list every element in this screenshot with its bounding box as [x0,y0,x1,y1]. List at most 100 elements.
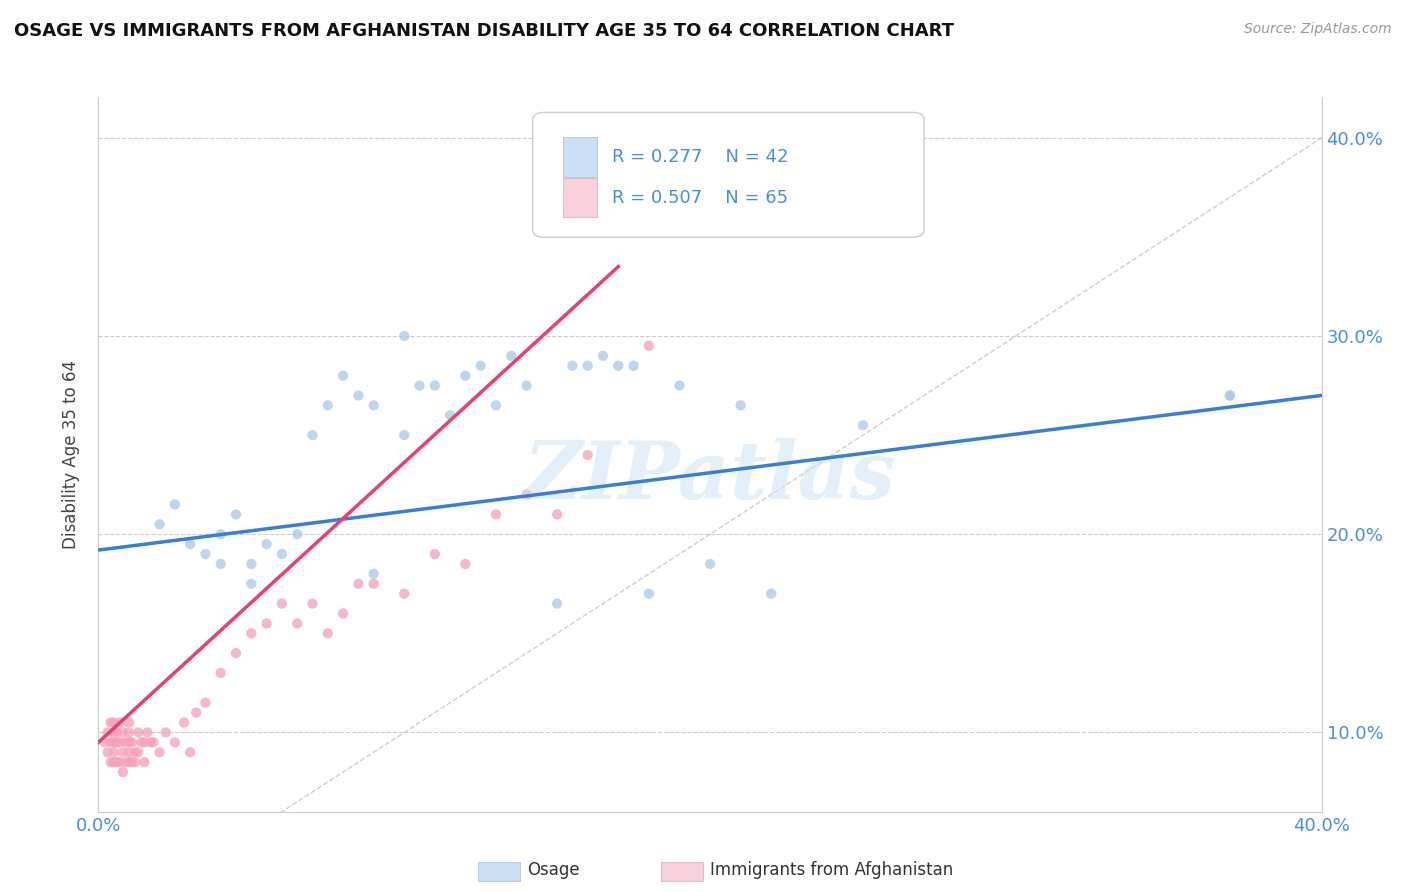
Y-axis label: Disability Age 35 to 64: Disability Age 35 to 64 [62,360,80,549]
Point [423,378,446,392]
Point [316,398,339,412]
Point [423,547,446,561]
FancyBboxPatch shape [564,178,598,218]
Point [118,755,141,769]
Point [209,557,232,571]
Point [149,517,172,532]
Point [179,745,201,759]
Point [194,547,217,561]
Text: R = 0.277    N = 42: R = 0.277 N = 42 [612,148,789,166]
Point [668,378,690,392]
Point [127,725,149,739]
Point [121,735,143,749]
Point [100,735,122,749]
Point [209,527,232,541]
Point [516,378,538,392]
Point [225,646,247,660]
Point [118,745,141,759]
Point [134,755,156,769]
Point [454,557,477,571]
Point [118,725,141,739]
Point [115,755,138,769]
Point [108,735,131,749]
Point [139,735,162,749]
Point [163,498,186,512]
FancyBboxPatch shape [533,112,924,237]
Text: OSAGE VS IMMIGRANTS FROM AFGHANISTAN DISABILITY AGE 35 TO 64 CORRELATION CHART: OSAGE VS IMMIGRANTS FROM AFGHANISTAN DIS… [14,22,955,40]
Point [699,557,721,571]
Point [392,428,416,442]
Point [270,547,292,561]
Point [127,745,149,759]
Point [155,725,177,739]
Point [256,616,278,631]
Point [347,388,370,402]
Point [285,616,308,631]
Point [485,508,508,522]
Point [759,587,782,601]
Point [592,349,614,363]
Point [103,715,125,730]
Point [730,398,752,412]
Point [121,755,143,769]
Point [108,755,131,769]
Text: ZIPatlas: ZIPatlas [524,438,896,515]
Point [546,597,568,611]
Point [332,368,354,383]
Text: R = 0.507    N = 65: R = 0.507 N = 65 [612,189,789,207]
Point [439,409,461,423]
Point [363,576,385,591]
Point [111,765,134,780]
Point [103,755,125,769]
Point [105,755,128,769]
Point [186,706,208,720]
Point [301,597,323,611]
Point [516,487,538,501]
Point [115,735,138,749]
Point [347,576,370,591]
Point [1219,388,1241,402]
Point [149,745,172,759]
Point [134,735,156,749]
Point [111,725,134,739]
Point [392,587,416,601]
Point [301,428,323,442]
Point [194,696,217,710]
Point [363,566,385,581]
Point [1219,388,1241,402]
Point [111,745,134,759]
Point [392,329,416,343]
Point [561,359,583,373]
Point [225,508,247,522]
Point [105,735,128,749]
Point [97,745,120,759]
Point [501,349,523,363]
Point [576,359,599,373]
Point [108,715,131,730]
Text: Source: ZipAtlas.com: Source: ZipAtlas.com [1244,22,1392,37]
Point [470,359,492,373]
FancyBboxPatch shape [564,137,598,177]
Point [285,527,308,541]
Point [173,715,195,730]
Point [97,725,120,739]
Point [179,537,201,551]
Point [118,735,141,749]
Point [576,448,599,462]
Point [124,745,146,759]
Point [607,359,630,373]
Point [852,418,875,433]
Point [316,626,339,640]
Point [623,359,645,373]
Text: Osage: Osage [527,861,579,879]
Point [637,339,661,353]
Point [124,755,146,769]
Point [408,378,430,392]
Point [546,508,568,522]
Point [363,398,385,412]
Point [100,755,122,769]
Point [118,715,141,730]
Point [270,597,292,611]
Point [136,725,159,739]
Point [332,607,354,621]
